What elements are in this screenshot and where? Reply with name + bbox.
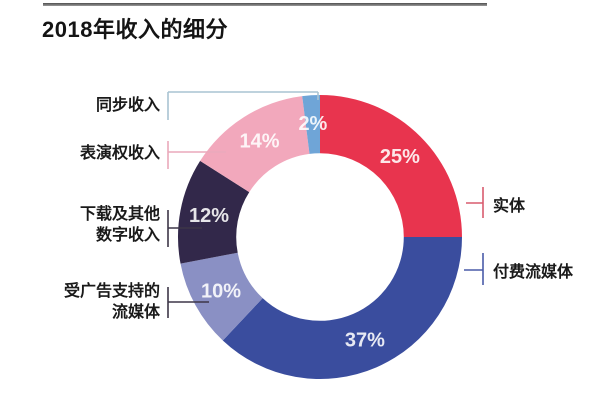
- label-performance-rights: 表演权收入: [79, 145, 160, 162]
- pie-slice-ad-supported-streaming: [180, 252, 263, 341]
- label-paid-streaming: 付费流媒体: [493, 264, 574, 281]
- top-rule: [43, 3, 487, 6]
- callout-line-ad-supported-streaming: [167, 287, 209, 318]
- label-physical: 实体: [493, 198, 526, 215]
- slice-value-physical: 25%: [380, 146, 420, 168]
- callout-line-downloads-other-digital: [167, 210, 202, 247]
- slice-value-downloads-other-digital: 12%: [189, 205, 229, 227]
- label-downloads-other-digital: 下载及其他 数字收入: [79, 206, 160, 244]
- slice-value-synchronization: 2%: [298, 113, 327, 135]
- slice-value-paid-streaming: 37%: [345, 330, 385, 352]
- slice-value-performance-rights: 14%: [239, 131, 279, 153]
- callout-line-performance-rights: [167, 141, 226, 169]
- page-title: 2018年收入的细分: [42, 17, 228, 42]
- pie-slice-physical: [320, 95, 462, 237]
- pie-slice-downloads-other-digital: [178, 160, 250, 264]
- pie-slice-paid-streaming: [222, 237, 462, 380]
- label-ad-supported-streaming: 受广告支持的 流媒体: [63, 283, 160, 321]
- label-synchronization: 同步收入: [95, 97, 160, 114]
- callout-line-synchronization: [167, 91, 319, 120]
- pie-slice-synchronization: [302, 95, 320, 154]
- callout-line-paid-streaming: [464, 253, 484, 285]
- slice-value-ad-supported-streaming: 10%: [201, 280, 241, 302]
- callout-line-physical: [466, 187, 484, 218]
- pie-slice-performance-rights: [200, 96, 310, 193]
